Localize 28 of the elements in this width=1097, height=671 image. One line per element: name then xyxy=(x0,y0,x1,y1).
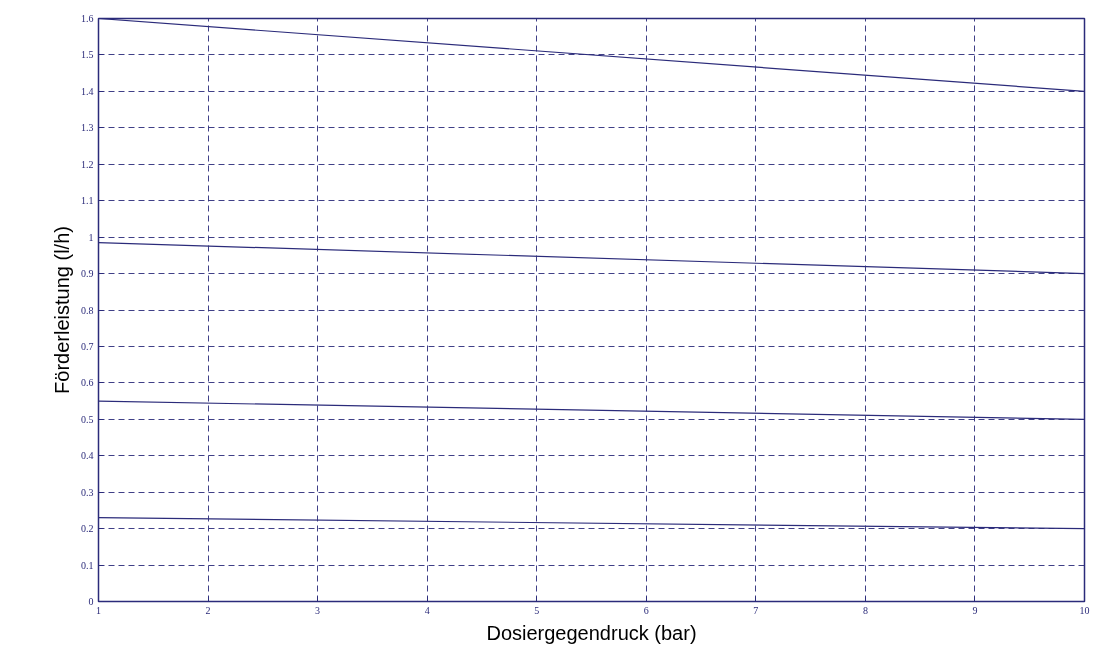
x-tick-label: 10 xyxy=(1079,604,1090,616)
y-tick-label: 0.9 xyxy=(81,268,94,280)
y-tick-label: 0.7 xyxy=(81,340,94,352)
y-tick-label: 0.4 xyxy=(81,450,94,462)
x-tick-label: 4 xyxy=(424,604,430,616)
y-tick-label: 0.1 xyxy=(81,559,94,571)
y-tick-label: 0.8 xyxy=(81,304,94,316)
y-tick-label: 1.1 xyxy=(81,195,94,207)
y-tick-label: 0 xyxy=(88,596,94,607)
y-tick-label: 1.3 xyxy=(81,122,94,134)
x-tick-label: 5 xyxy=(534,604,540,616)
y-tick-label: 0.3 xyxy=(81,486,94,498)
x-tick-label: 2 xyxy=(205,604,211,616)
x-tick-label: 9 xyxy=(972,604,978,616)
y-axis-title: Förderleistung (l/h) xyxy=(51,226,73,394)
x-tick-label: 8 xyxy=(862,604,868,616)
x-axis-title: Dosiergegendruck (bar) xyxy=(486,621,697,644)
x-tick-label: 3 xyxy=(315,604,321,616)
x-tick-label: 6 xyxy=(643,604,649,616)
y-tick-label: 1.4 xyxy=(81,85,94,97)
y-tick-label: 1.2 xyxy=(81,158,94,170)
y-tick-label: 0.5 xyxy=(81,413,94,425)
y-tick-label: 0.2 xyxy=(81,523,94,535)
y-tick-label: 1.5 xyxy=(81,49,94,61)
y-tick-label: 1 xyxy=(88,231,94,243)
y-tick-label: 0.6 xyxy=(81,377,94,389)
x-tick-label: 7 xyxy=(753,604,759,616)
y-tick-label: 1.6 xyxy=(81,13,94,24)
